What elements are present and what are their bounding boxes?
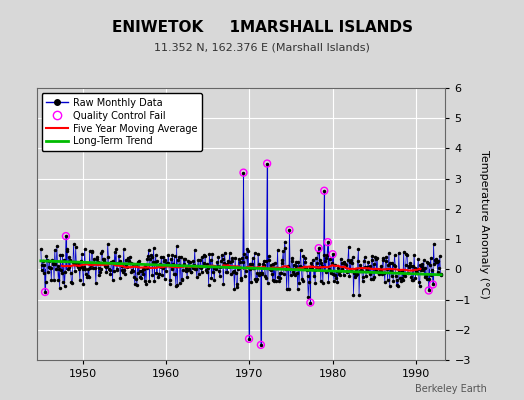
- Point: [285, 227, 293, 233]
- Text: ENIWETOK     1MARSHALL ISLANDS: ENIWETOK 1MARSHALL ISLANDS: [112, 20, 412, 35]
- Point: [429, 281, 437, 288]
- Point: [245, 336, 253, 342]
- Point: [424, 287, 433, 294]
- Point: [323, 239, 332, 245]
- Point: [62, 233, 70, 239]
- Point: [329, 251, 337, 258]
- Text: Berkeley Earth: Berkeley Earth: [416, 384, 487, 394]
- Point: [263, 160, 271, 167]
- Point: [257, 342, 265, 348]
- Point: [314, 245, 323, 251]
- Legend: Raw Monthly Data, Quality Control Fail, Five Year Moving Average, Long-Term Tren: Raw Monthly Data, Quality Control Fail, …: [41, 93, 202, 151]
- Text: 11.352 N, 162.376 E (Marshall Islands): 11.352 N, 162.376 E (Marshall Islands): [154, 42, 370, 52]
- Point: [306, 299, 314, 306]
- Y-axis label: Temperature Anomaly (°C): Temperature Anomaly (°C): [479, 150, 489, 298]
- Point: [41, 289, 49, 295]
- Point: [239, 170, 248, 176]
- Point: [320, 188, 329, 194]
